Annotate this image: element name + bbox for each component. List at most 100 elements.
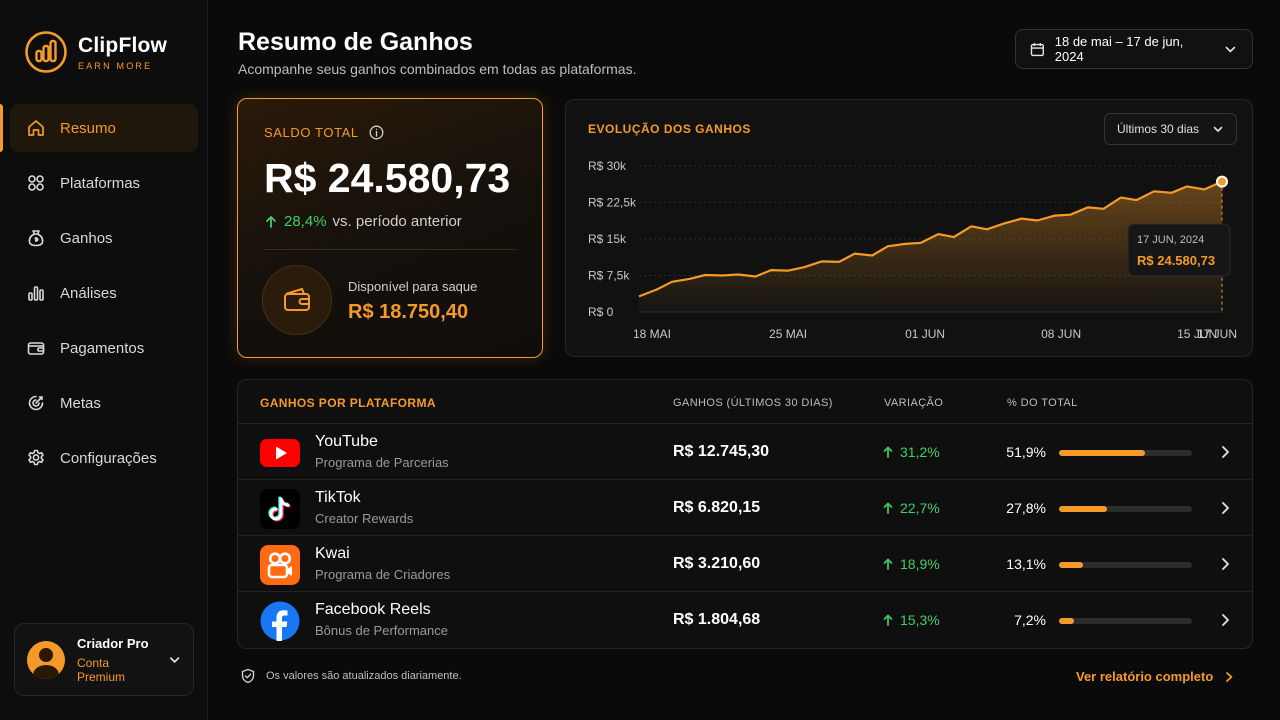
bar-chart-icon: [28, 286, 44, 301]
sidebar-item-label: Configurações: [60, 449, 157, 467]
chevron-down-icon: [1225, 46, 1236, 52]
sidebar-item-resumo[interactable]: Resumo: [0, 104, 198, 152]
share-bar: [1059, 450, 1192, 456]
variation-value: 18,9%: [900, 556, 940, 572]
chart-range-select[interactable]: Últimos 30 dias: [1104, 113, 1237, 145]
sidebar-item-pagamentos[interactable]: Pagamentos: [10, 324, 198, 372]
brand-name: ClipFlow: [78, 33, 168, 57]
available-value: R$ 18.750,40: [348, 301, 469, 323]
platform-variation: 15,3%: [882, 612, 940, 628]
platform-earnings: R$ 3.210,60: [673, 555, 761, 572]
platform-name: YouTube: [315, 433, 378, 450]
platform-share: 27,8%: [1006, 500, 1046, 516]
chevron-down-icon: [1213, 126, 1223, 132]
shield-check-icon: [241, 668, 255, 684]
chevron-right-icon: [1226, 671, 1233, 682]
money-bag-icon: [28, 230, 44, 247]
column-header-share: % DO TOTAL: [1007, 397, 1078, 409]
sidebar-item-analises[interactable]: Análises: [10, 269, 198, 317]
wallet-icon: [284, 288, 310, 311]
user-plan: Conta Premium: [77, 655, 126, 684]
page-subtitle: Acompanhe seus ganhos combinados em toda…: [238, 61, 637, 77]
table-row-facebook-reels[interactable]: Facebook Reels Bônus de Performance R$ 1…: [238, 592, 1252, 648]
platform-variation: 18,9%: [882, 556, 940, 572]
user-menu[interactable]: Criador Pro Conta Premium: [14, 623, 194, 696]
variation-value: 15,3%: [900, 612, 940, 628]
table-row-tiktok[interactable]: TikTok Creator Rewards R$ 6.820,15 22,7%…: [238, 480, 1252, 536]
sidebar-item-label: Análises: [60, 284, 117, 302]
arrow-up-icon: [883, 558, 893, 570]
balance-label: SALDO TOTAL: [264, 125, 384, 140]
sidebar-item-metas[interactable]: Metas: [10, 379, 198, 427]
sidebar-item-label: Metas: [60, 394, 101, 412]
chart-highlight-point[interactable]: [1216, 175, 1228, 188]
table-header: GANHOS POR PLATAFORMA GANHOS (ÚLTIMOS 30…: [238, 380, 1252, 424]
sidebar-nav: Resumo Plataformas Ganhos Análises Pagam…: [0, 104, 208, 489]
available-label: Disponível para saque: [348, 279, 478, 294]
platform-name: Kwai: [315, 545, 350, 562]
chart-line: [638, 180, 1223, 298]
total-balance-value: R$ 24.580,73: [264, 155, 511, 201]
platform-program: Programa de Criadores: [315, 567, 451, 582]
platform-share: 13,1%: [1006, 556, 1046, 572]
chart-area: [639, 181, 1222, 312]
share-bar-fill: [1059, 618, 1074, 624]
divider: [264, 249, 516, 250]
column-header-variation: VARIAÇÃO: [884, 397, 944, 409]
sidebar-item-plataformas[interactable]: Plataformas: [10, 159, 198, 207]
grid-icon: [28, 175, 44, 191]
platform-share: 7,2%: [1014, 612, 1046, 628]
arrow-up-icon: [883, 614, 893, 626]
x-tick-label: 15 JUN: [1177, 327, 1217, 341]
arrow-up-icon: [883, 446, 893, 458]
y-tick-label: R$ 7,5k: [588, 269, 630, 283]
user-name: Criador Pro: [77, 635, 149, 651]
calendar-icon: [1030, 42, 1044, 56]
variation-value: 22,7%: [900, 500, 940, 516]
platform-variation: 31,2%: [882, 444, 940, 460]
date-range-picker[interactable]: 18 de mai – 17 de jun, 2024: [1015, 29, 1253, 69]
page-title: Resumo de Ganhos: [238, 28, 473, 56]
sidebar-item-label: Resumo: [60, 119, 116, 137]
sidebar-item-ganhos[interactable]: Ganhos: [10, 214, 198, 262]
x-tick-label: 01 JUN: [905, 327, 945, 341]
table-title: GANHOS POR PLATAFORMA: [260, 396, 436, 410]
share-bar-fill: [1059, 562, 1083, 568]
update-note-text: Os valores são atualizados diariamente.: [266, 670, 462, 682]
brand[interactable]: ClipFlow EARN MORE: [24, 30, 167, 74]
y-tick-label: R$ 22,5k: [588, 196, 637, 210]
balance-change: 28,4% vs. período anterior: [264, 213, 462, 230]
share-bar: [1059, 562, 1192, 568]
sidebar-item-configuracoes[interactable]: Configurações: [10, 434, 198, 482]
share-bar-fill: [1059, 450, 1146, 456]
arrow-up-icon: [883, 502, 893, 514]
earnings-chart-card: R$ 0 R$ 7,5k R$ 15k R$ 22,5k R$ 30k 18 MAI 25…: [565, 99, 1253, 357]
platform-variation: 22,7%: [882, 500, 940, 516]
chart-range-label: Últimos 30 dias: [1117, 122, 1200, 136]
chevron-down-icon: [169, 656, 180, 663]
table-row-kwai[interactable]: Kwai Programa de Criadores R$ 3.210,60 1…: [238, 536, 1252, 592]
brand-logo-icon: [25, 31, 67, 73]
table-row-youtube[interactable]: YouTube Programa de Parcerias R$ 12.745,…: [238, 424, 1252, 480]
platform-earnings: R$ 12.745,30: [673, 443, 770, 460]
arrow-up-icon: [266, 215, 276, 228]
chevron-right-icon: [1222, 614, 1229, 626]
wallet-icon: [27, 342, 45, 355]
full-report-link-label: Ver relatório completo: [1076, 669, 1214, 684]
full-report-link[interactable]: Ver relatório completo: [1076, 669, 1235, 684]
balance-change-pct: 28,4%: [284, 213, 327, 230]
platform-program: Creator Rewards: [315, 511, 414, 526]
chevron-right-icon: [1222, 502, 1229, 514]
avatar: [27, 640, 65, 679]
earnings-chart: R$ 0 R$ 7,5k R$ 15k R$ 22,5k R$ 30k 18 MAI 25…: [588, 159, 1237, 341]
balance-label-text: SALDO TOTAL: [264, 125, 359, 140]
y-tick-label: R$ 15k: [588, 232, 627, 246]
platform-program: Bônus de Performance: [315, 623, 448, 638]
platform-program: Programa de Parcerias: [315, 455, 449, 470]
info-icon[interactable]: [369, 125, 384, 140]
wallet-badge: [262, 265, 332, 335]
share-bar: [1059, 618, 1192, 624]
chart-title: EVOLUÇÃO DOS GANHOS: [588, 122, 751, 136]
balance-change-text: vs. período anterior: [332, 213, 462, 230]
x-tick-label: 08 JUN: [1041, 327, 1081, 341]
